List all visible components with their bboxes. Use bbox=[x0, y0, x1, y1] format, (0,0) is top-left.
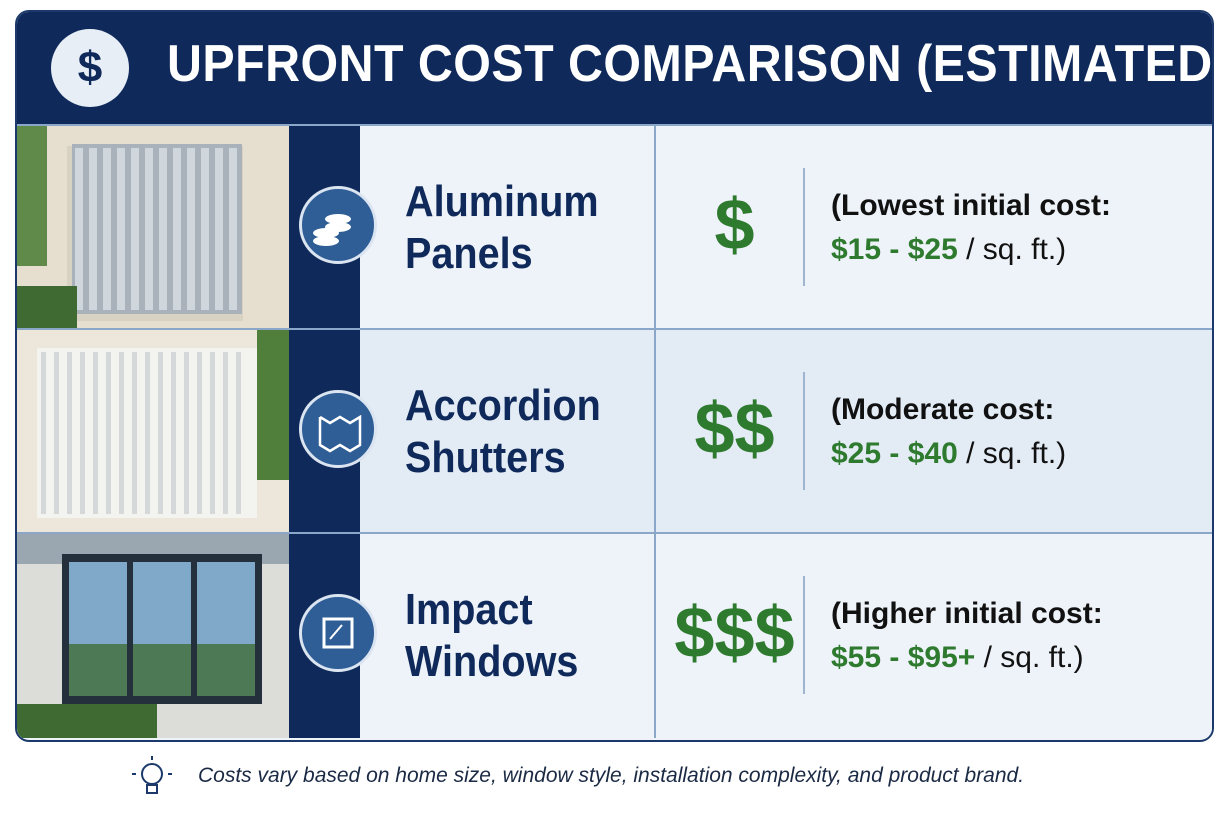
product-name: Accordion Shutters bbox=[405, 381, 601, 482]
product-photo bbox=[17, 126, 289, 330]
comparison-card: $ UPFRONT COST COMPARISON (ESTIMATED) Al… bbox=[15, 10, 1214, 742]
product-icon bbox=[299, 390, 377, 468]
cost-row: Impact Windows $$$ (Higher initial cost: $5… bbox=[17, 532, 1212, 738]
cost-note: (Higher initial cost: $55 - $95+ / sq. ft… bbox=[831, 592, 1103, 680]
header-icon: $ bbox=[51, 29, 129, 107]
price-range: $15 - $25 bbox=[831, 233, 958, 266]
product-photo bbox=[17, 330, 289, 534]
column-divider bbox=[654, 534, 656, 738]
cost-symbol: $$ bbox=[694, 389, 775, 469]
cost-label: (Higher initial cost: bbox=[831, 597, 1103, 630]
cost-symbol: $$$ bbox=[674, 593, 795, 673]
price-unit: / sq. ft.) bbox=[983, 641, 1084, 674]
photo-illustration bbox=[17, 126, 289, 330]
product-name: Impact Windows bbox=[405, 585, 579, 686]
bulb-icon bbox=[132, 756, 172, 794]
photo-illustration bbox=[17, 534, 289, 738]
header-title: UPFRONT COST COMPARISON (ESTIMATED) bbox=[167, 35, 1214, 93]
cost-row: Aluminum Panels $ (Lowest initial cost: $15… bbox=[17, 124, 1212, 330]
price-unit: / sq. ft.) bbox=[966, 233, 1067, 266]
photo-illustration bbox=[17, 330, 289, 534]
small-divider bbox=[803, 168, 805, 286]
cost-symbol: $ bbox=[714, 185, 755, 265]
column-divider bbox=[654, 330, 656, 534]
cost-row: Accordion Shutters $$ (Moderate cost: $25 -… bbox=[17, 328, 1212, 534]
small-divider bbox=[803, 576, 805, 694]
icon-glyph bbox=[322, 617, 354, 649]
product-icon bbox=[299, 186, 377, 264]
product-photo bbox=[17, 534, 289, 738]
price-line: $55 - $95+ / sq. ft.) bbox=[831, 636, 1103, 680]
product-icon bbox=[299, 594, 377, 672]
cost-label: (Moderate cost: bbox=[831, 393, 1055, 426]
cost-note: (Moderate cost: $25 - $40 / sq. ft.) bbox=[831, 388, 1066, 476]
header: $ UPFRONT COST COMPARISON (ESTIMATED) bbox=[17, 12, 1212, 124]
product-name: Aluminum Panels bbox=[405, 177, 599, 278]
price-unit: / sq. ft.) bbox=[966, 437, 1067, 470]
price-range: $55 - $95+ bbox=[831, 641, 976, 674]
price-line: $25 - $40 / sq. ft.) bbox=[831, 432, 1066, 476]
footer-note: Costs vary based on home size, window st… bbox=[198, 764, 1025, 787]
column-divider bbox=[654, 126, 656, 330]
icon-glyph bbox=[313, 214, 351, 246]
icon-glyph bbox=[318, 414, 362, 453]
small-divider bbox=[803, 372, 805, 490]
cost-label: (Lowest initial cost: bbox=[831, 189, 1112, 222]
cost-note: (Lowest initial cost: $15 - $25 / sq. ft.… bbox=[831, 184, 1111, 272]
price-line: $15 - $25 / sq. ft.) bbox=[831, 228, 1111, 272]
price-range: $25 - $40 bbox=[831, 437, 958, 470]
